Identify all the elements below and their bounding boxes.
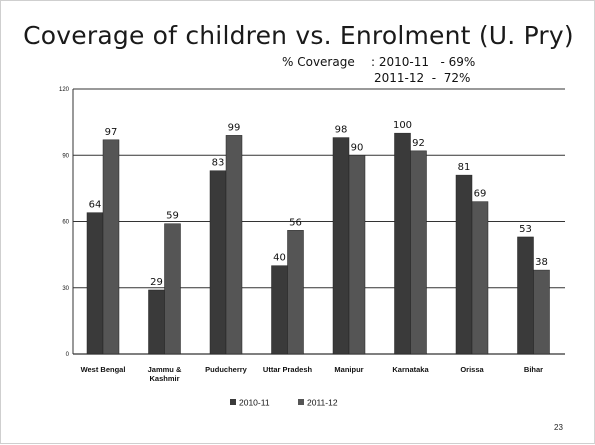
legend-label-2010-11: 2010-11 bbox=[239, 398, 270, 408]
x-tick-label-line: Orissa bbox=[460, 365, 484, 374]
bar-2010-11-puducherry bbox=[209, 170, 227, 355]
bar-2010-11-orissa bbox=[455, 174, 473, 355]
data-label: 97 bbox=[105, 127, 118, 138]
legend-swatch-2011-12 bbox=[298, 399, 304, 405]
bar-2010-11-jammu-kashmir bbox=[148, 289, 165, 355]
x-tick-label: Uttar Pradesh bbox=[263, 365, 313, 374]
x-tick-label-line: Uttar Pradesh bbox=[263, 365, 313, 374]
bar-2011-12-orissa bbox=[471, 201, 489, 355]
bar-2010-11-manipur bbox=[332, 137, 350, 355]
x-tick-label-line: Bihar bbox=[524, 365, 543, 374]
y-tick-label: 120 bbox=[59, 87, 70, 93]
data-label: 69 bbox=[474, 189, 487, 200]
x-tick-label-line: Karnataka bbox=[392, 365, 429, 374]
bar-2011-12-manipur bbox=[348, 155, 366, 355]
data-label: 90 bbox=[351, 142, 364, 153]
bar-2010-11-karnataka bbox=[394, 132, 411, 355]
x-tick-label: Jammu & Kashmir bbox=[148, 365, 182, 383]
x-axis-ticks: West Bengal Jammu & Kashmir Puducherry Uttar… bbox=[81, 365, 544, 383]
slide-title: Coverage of children vs. Enrolment (U. P… bbox=[23, 21, 574, 50]
x-tick-label-line: Puducherry bbox=[205, 365, 248, 374]
data-label: 98 bbox=[335, 125, 348, 136]
y-tick-label: 90 bbox=[62, 153, 69, 159]
y-axis-ticks: 0 30 60 90 120 bbox=[59, 87, 70, 358]
legend-label-2011-12: 2011-12 bbox=[307, 398, 338, 408]
data-label: 40 bbox=[273, 253, 286, 264]
data-label: 64 bbox=[89, 200, 102, 211]
x-tick-label-line: West Bengal bbox=[81, 365, 126, 374]
data-label: 92 bbox=[412, 138, 425, 149]
y-tick-label: 0 bbox=[66, 352, 70, 358]
x-tick-label: Puducherry bbox=[205, 365, 248, 374]
data-label: 56 bbox=[289, 217, 302, 228]
slide-number: 23 bbox=[554, 423, 563, 432]
gridlines bbox=[72, 88, 565, 355]
data-label: 81 bbox=[458, 162, 471, 173]
coverage-label: % Coverage bbox=[282, 55, 355, 69]
legend-swatch-2010-11 bbox=[230, 399, 236, 405]
coverage-2011-value: 2011-12 - 72% bbox=[374, 71, 471, 85]
x-tick-label: West Bengal bbox=[81, 365, 126, 374]
bar-2010-11-west-bengal bbox=[86, 212, 104, 355]
x-tick-label: Bihar bbox=[524, 365, 543, 374]
bar-2011-12-karnataka bbox=[410, 150, 427, 355]
data-label: 53 bbox=[519, 224, 532, 235]
x-tick-label: Orissa bbox=[460, 365, 484, 374]
coverage-2010-value: : 2010-11 - 69% bbox=[371, 55, 476, 69]
bars bbox=[86, 132, 550, 355]
bar-2010-11-uttar-pradesh bbox=[271, 265, 288, 355]
x-tick-label-line: Jammu & bbox=[148, 365, 182, 374]
data-label: 99 bbox=[228, 122, 241, 133]
x-tick-label: Manipur bbox=[334, 365, 363, 374]
data-label: 59 bbox=[166, 211, 179, 222]
bar-2011-12-uttar-pradesh bbox=[287, 230, 304, 355]
bar-2011-12-puducherry bbox=[225, 135, 243, 355]
y-tick-label: 30 bbox=[62, 286, 69, 292]
bar-2011-12-jammu-kashmir bbox=[164, 223, 181, 355]
data-label: 83 bbox=[212, 158, 225, 169]
x-tick-label: Karnataka bbox=[392, 365, 429, 374]
x-tick-label-line: Manipur bbox=[334, 365, 363, 374]
data-label: 38 bbox=[535, 257, 548, 268]
bar-2011-12-west-bengal bbox=[102, 139, 120, 355]
bar-2011-12-bihar bbox=[533, 269, 550, 355]
x-tick-label-line: Kashmir bbox=[149, 374, 179, 383]
data-label: 29 bbox=[150, 277, 163, 288]
bar-2010-11-bihar bbox=[517, 236, 534, 355]
legend: 2010-11 2011-12 bbox=[230, 398, 338, 408]
y-tick-label: 60 bbox=[62, 220, 69, 226]
data-label: 100 bbox=[393, 120, 412, 131]
